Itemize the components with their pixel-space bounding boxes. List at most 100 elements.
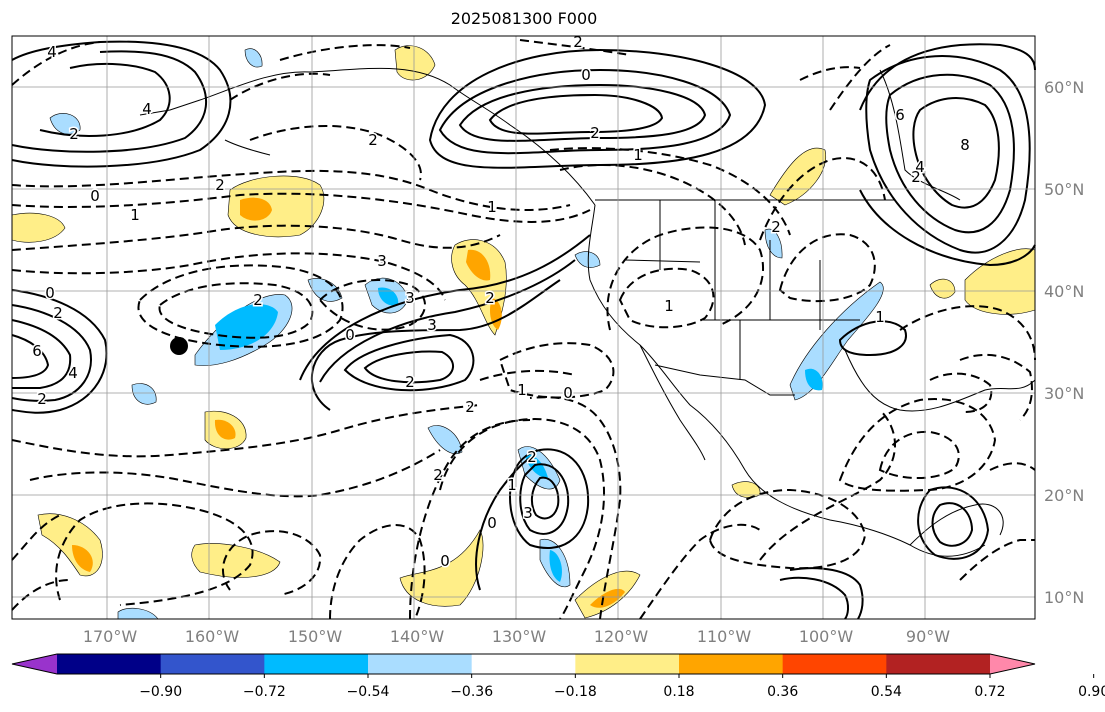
contour-dashed <box>778 233 876 303</box>
colorbar-tick-label: 0.18 <box>663 684 694 700</box>
colorbar-tick-label: −0.54 <box>347 684 390 700</box>
contour-dashed <box>55 502 254 606</box>
colorbar-bin <box>160 654 265 674</box>
colorbar-tick-label: −0.18 <box>554 684 597 700</box>
positive-region <box>399 529 484 607</box>
contour-dashed <box>959 353 1033 421</box>
colorbar-tick-label: 0.90 <box>1078 684 1105 700</box>
contour-dashed <box>11 192 591 223</box>
colorbar-tick-label: 0.36 <box>767 684 798 700</box>
contour-label: 2 <box>911 168 921 186</box>
contour-solid <box>458 83 707 142</box>
colorbar-extend-high <box>990 654 1035 674</box>
lon-labels: 170°W 160°W 150°W 140°W 130°W 120°W 110°… <box>83 627 950 646</box>
positive-region <box>929 278 956 299</box>
contour-solid <box>475 454 536 591</box>
contour-dashed <box>29 449 441 498</box>
contour-label: 4 <box>47 43 57 61</box>
contour-dashed <box>11 41 101 86</box>
contour-label: 6 <box>895 106 905 124</box>
contour-label: 1 <box>130 206 140 224</box>
us-mexico-border <box>654 364 795 396</box>
contour-dashed <box>559 164 746 246</box>
negative-region <box>764 228 783 259</box>
contour-dashed <box>11 514 61 561</box>
coastline-alaska <box>199 67 596 206</box>
contour-label: 0 <box>563 384 573 402</box>
lon-label: 150°W <box>288 627 343 646</box>
colorbar-bin <box>679 654 784 674</box>
colorbar-bin <box>471 654 576 674</box>
colorbar-bin <box>264 654 369 674</box>
contour-solid <box>917 486 990 560</box>
contour-solid <box>343 333 475 392</box>
contour-label: 2 <box>590 124 600 142</box>
contour-label: 2 <box>573 33 583 51</box>
positive-core <box>72 545 93 572</box>
contour-dashed <box>158 282 314 339</box>
negative-region <box>427 425 463 454</box>
contour-dashed <box>11 579 71 611</box>
lat-label: 30°N <box>1044 384 1084 403</box>
coastline-yucatan <box>909 503 1004 546</box>
contour-dashed <box>221 530 322 596</box>
positive-region <box>394 45 436 81</box>
contour-label: 2 <box>527 448 537 466</box>
contour-dashed <box>959 539 1035 581</box>
colorbar-bin <box>782 654 887 674</box>
contour-solid <box>931 502 974 547</box>
colorbar-extend-low <box>12 654 57 674</box>
contour-label: 4 <box>915 158 925 176</box>
lon-label: 130°W <box>492 627 547 646</box>
coastline-baja <box>639 344 706 461</box>
contour-dashed <box>11 169 571 211</box>
negative-core <box>215 304 278 350</box>
contour-label: 2 <box>69 125 79 143</box>
contour-label: 1 <box>517 381 527 399</box>
contour-solid <box>438 68 732 155</box>
coastline-gulf <box>844 349 1036 412</box>
positive-region <box>191 543 281 578</box>
contour-solid <box>865 55 1031 254</box>
contour-dashed <box>479 369 576 381</box>
colorbar-bin <box>57 654 162 674</box>
positive-core <box>240 197 272 221</box>
contour-dashed <box>439 418 606 620</box>
contour-dashed <box>899 305 1036 361</box>
contour-dashed <box>329 524 426 620</box>
negative-region <box>131 383 157 405</box>
contour-label: 2 <box>53 304 63 322</box>
positive-core <box>466 249 491 281</box>
contour-label: 0 <box>90 187 100 205</box>
contour-label: 0 <box>581 66 591 84</box>
contour-label: 8 <box>960 136 970 154</box>
contour-solid <box>859 189 1036 267</box>
coastline-west-na <box>587 204 986 557</box>
positive-region <box>769 147 827 206</box>
contour-label: 0 <box>440 552 450 570</box>
contour-label: 2 <box>215 176 225 194</box>
contour-solid <box>519 463 570 535</box>
contour-solid <box>299 234 591 381</box>
lon-label: 90°W <box>906 627 950 646</box>
contour-label: 2 <box>433 466 443 484</box>
contour-dashed <box>11 404 481 458</box>
colorbar-tick-label: −0.90 <box>139 684 182 700</box>
contour-dashed <box>498 342 615 399</box>
alaska-peninsula <box>139 99 271 156</box>
lat-label: 60°N <box>1044 78 1084 97</box>
positive-region <box>11 212 66 243</box>
contour-label: 2 <box>405 373 415 391</box>
lat-label: 40°N <box>1044 282 1084 301</box>
contour-solid <box>39 62 171 137</box>
contour-dashed <box>708 488 867 570</box>
negative-region <box>244 48 263 68</box>
contour-dashed <box>11 224 501 251</box>
contour-solid <box>530 476 560 520</box>
contour-label: 3 <box>427 316 437 334</box>
contour-label: 1 <box>633 146 643 164</box>
contour-dashed <box>929 372 993 413</box>
contour-dashed <box>549 147 791 236</box>
